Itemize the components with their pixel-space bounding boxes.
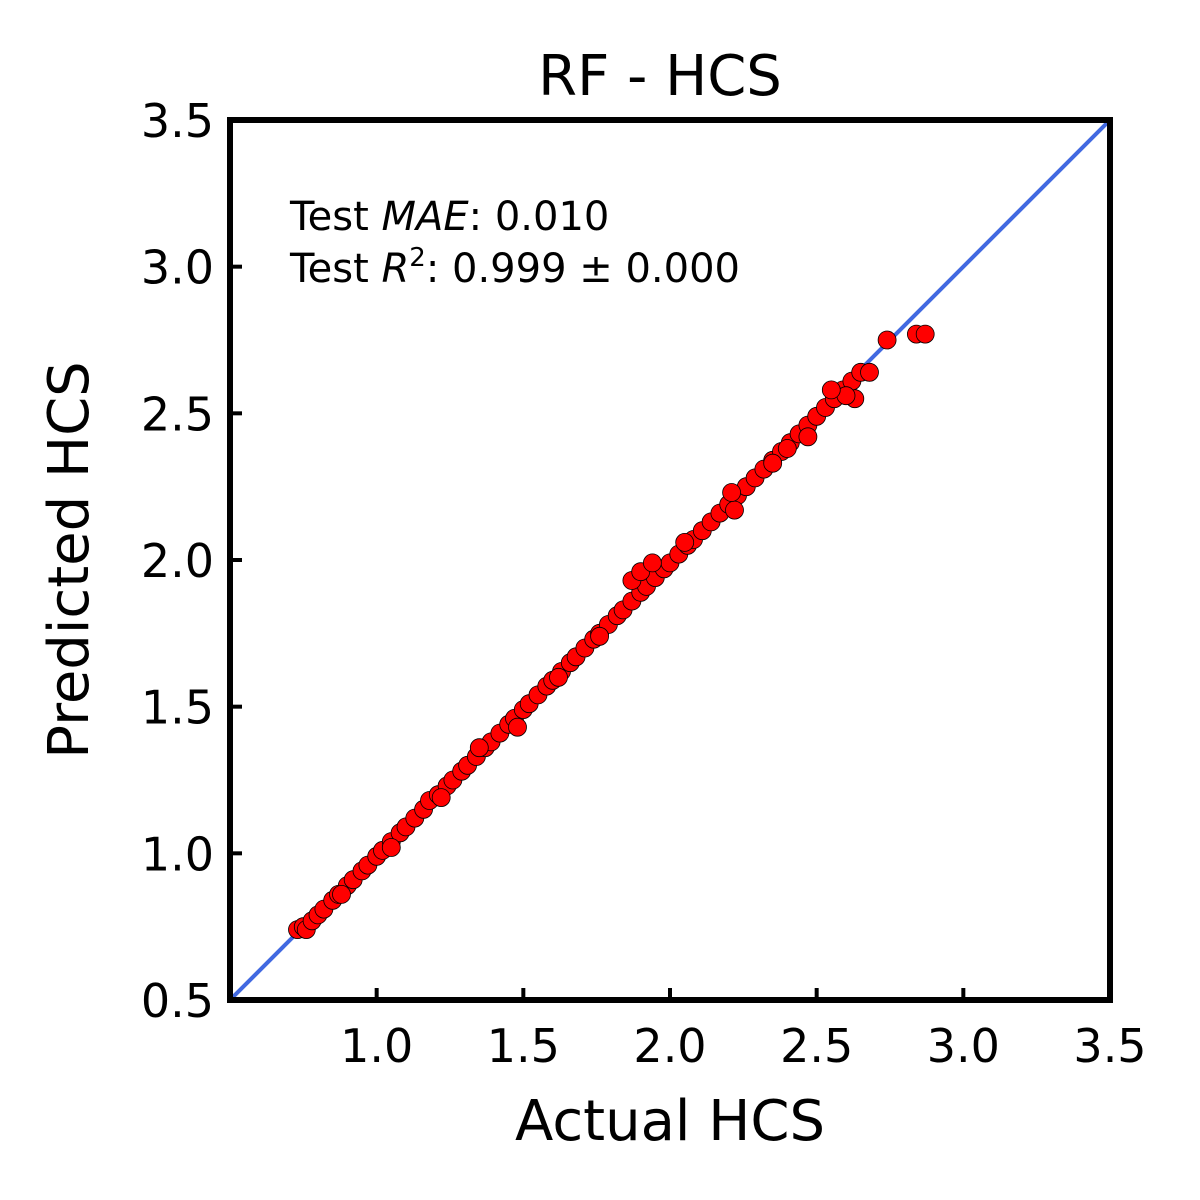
- data-point: [915, 324, 935, 344]
- data-point: [643, 553, 662, 573]
- r2-value: : 0.999 ± 0.000: [426, 246, 740, 292]
- data-point: [508, 717, 527, 737]
- x-tick-label: 3.0: [927, 1019, 1000, 1073]
- data-point: [725, 500, 744, 520]
- y-tick-label: 1.0: [141, 827, 214, 881]
- x-axis-label: Actual HCS: [515, 1089, 825, 1154]
- x-tick-label: 3.5: [1073, 1019, 1146, 1073]
- data-point: [877, 330, 897, 350]
- data-point: [381, 838, 401, 857]
- y-tick-label: 2.5: [141, 387, 214, 441]
- data-point: [469, 738, 489, 758]
- plot-area: [230, 120, 1110, 1000]
- x-tick-label: 1.5: [487, 1019, 560, 1073]
- data-point: [431, 788, 451, 807]
- x-axis-ticks: 1.0 1.5 2.0 2.5 3.0 3.5: [340, 988, 1147, 1073]
- mae-annotation: Test MAE: 0.010: [289, 194, 609, 240]
- y-axis-label: Predicted HCS: [37, 361, 102, 758]
- data-point: [722, 483, 741, 502]
- y-axis-ticks: 0.5 1.0 1.5 2.0 2.5 3.0 3.5: [141, 94, 242, 1028]
- y-tick-label: 3.0: [141, 241, 214, 295]
- r2-exponent: 2: [409, 243, 426, 273]
- y-tick-label: 0.5: [141, 974, 214, 1028]
- y-tick-label: 1.5: [141, 681, 214, 735]
- data-point: [675, 533, 695, 552]
- r2-symbol: R: [381, 246, 409, 292]
- data-point: [763, 453, 783, 473]
- data-point: [590, 626, 609, 646]
- data-point: [332, 885, 351, 904]
- data-point: [777, 439, 797, 458]
- y-tick-label: 3.5: [141, 94, 214, 148]
- r2-annotation: Test R2: 0.999 ± 0.000: [289, 243, 740, 292]
- chart-title: RF - HCS: [538, 44, 782, 109]
- x-tick-label: 1.0: [340, 1019, 413, 1073]
- data-points: [288, 324, 935, 939]
- data-point: [821, 380, 841, 400]
- y-tick-label: 2.0: [141, 534, 214, 588]
- mae-symbol: MAE: [381, 194, 469, 240]
- data-point: [798, 427, 818, 447]
- data-point: [549, 667, 568, 687]
- mae-prefix: Test: [289, 194, 381, 240]
- x-tick-label: 2.5: [780, 1019, 853, 1073]
- x-tick-label: 2.0: [633, 1019, 706, 1073]
- mae-value: : 0.010: [469, 194, 610, 240]
- data-point: [860, 362, 879, 382]
- r2-prefix: Test: [289, 246, 381, 292]
